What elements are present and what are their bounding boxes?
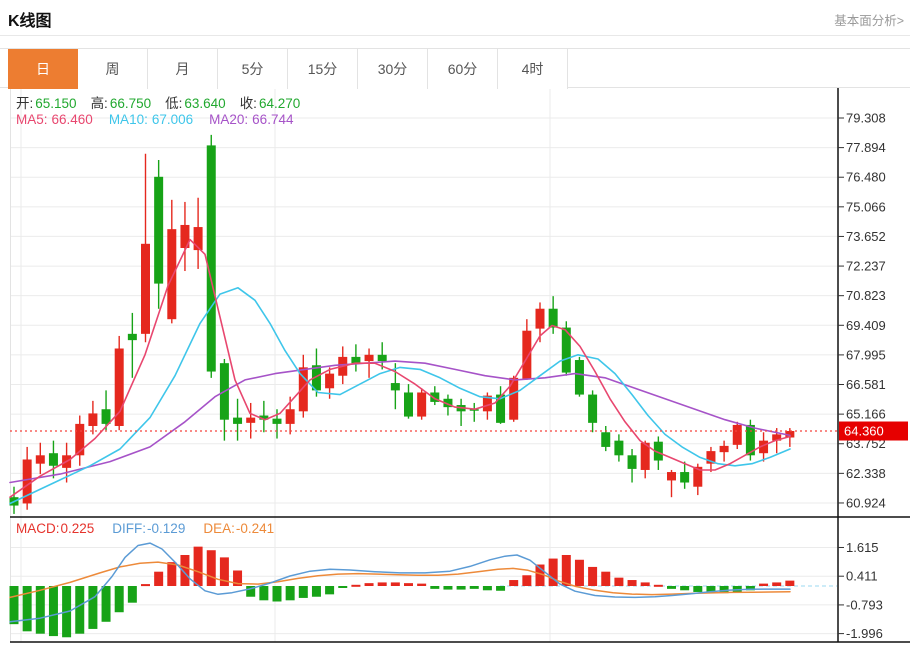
svg-text:79.308: 79.308	[846, 111, 886, 126]
tab-60min[interactable]: 60分	[428, 49, 498, 89]
ma5-value: MA5: 66.460	[16, 112, 93, 127]
page-header: K线图 基本面分析>	[0, 0, 910, 36]
svg-text:77.894: 77.894	[846, 140, 886, 155]
current-price-badge: 64.360	[839, 421, 908, 441]
fundamental-analysis-link[interactable]: 基本面分析>	[834, 14, 904, 28]
low-value: 低: 63.640	[165, 96, 226, 111]
dea-value: DEA:-0.241	[203, 521, 275, 536]
svg-text:65.166: 65.166	[846, 407, 886, 422]
close-value: 收: 64.270	[239, 96, 301, 111]
open-value: 开: 65.150	[16, 96, 77, 111]
ma5-line	[9, 238, 791, 499]
ma20-line	[9, 360, 791, 484]
ohlc-legend: 开: 65.150 高: 66.750 低: 63.640 收: 64.270	[16, 92, 314, 112]
svg-text:-0.793: -0.793	[846, 597, 883, 612]
ma10-line	[9, 286, 791, 505]
svg-text:-1.996: -1.996	[846, 626, 883, 641]
macd-value: MACD:0.225	[16, 521, 95, 536]
svg-text:70.823: 70.823	[846, 288, 886, 303]
ma20-value: MA20: 66.744	[209, 112, 294, 127]
tab-day[interactable]: 日	[8, 49, 78, 89]
svg-text:66.581: 66.581	[846, 377, 886, 392]
svg-text:75.066: 75.066	[846, 199, 886, 214]
svg-text:64.360: 64.360	[844, 424, 884, 439]
diff-line	[9, 542, 791, 623]
svg-text:76.480: 76.480	[846, 170, 886, 185]
svg-text:62.338: 62.338	[846, 466, 886, 481]
tab-week[interactable]: 周	[78, 49, 148, 89]
svg-text:60.924: 60.924	[846, 495, 886, 510]
macd-histogram	[9, 546, 795, 638]
axis-labels: 79.308 77.894 76.480 75.066 73.652 72.237 70.8…	[838, 111, 886, 641]
dea-line	[9, 561, 791, 599]
svg-text:73.652: 73.652	[846, 229, 886, 244]
candles	[9, 134, 795, 514]
tab-4hour[interactable]: 4时	[498, 49, 568, 89]
tab-month[interactable]: 月	[148, 49, 218, 89]
svg-text:67.995: 67.995	[846, 347, 886, 362]
tabbar-filler	[568, 49, 910, 87]
gridlines	[10, 88, 837, 642]
ma-legend: MA5: 66.460 MA10: 67.006 MA20: 66.744	[16, 112, 309, 127]
tab-15min[interactable]: 15分	[288, 49, 358, 89]
diff-value: DIFF:-0.129	[112, 521, 186, 536]
tab-30min[interactable]: 30分	[358, 49, 428, 89]
ma10-value: MA10: 67.006	[108, 112, 194, 127]
svg-text:0.411: 0.411	[846, 569, 878, 584]
period-tabbar: 日 周 月 5分 15分 30分 60分 4时	[0, 48, 910, 89]
svg-text:69.409: 69.409	[846, 318, 886, 333]
svg-text:1.615: 1.615	[846, 540, 879, 555]
page-title: K线图	[8, 13, 52, 30]
macd-legend: MACD:0.225 DIFF:-0.129 DEA:-0.241	[16, 521, 292, 536]
tab-5min[interactable]: 5分	[218, 49, 288, 89]
high-value: 高: 66.750	[90, 96, 152, 111]
svg-text:72.237: 72.237	[846, 259, 886, 274]
